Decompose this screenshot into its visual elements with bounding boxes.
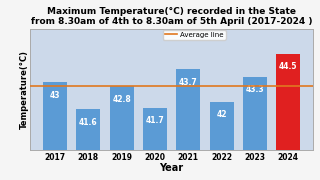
Text: 43: 43 <box>50 91 60 100</box>
Text: 42.8: 42.8 <box>112 95 131 104</box>
Text: 42: 42 <box>216 110 227 119</box>
Bar <box>143 107 167 180</box>
Bar <box>276 54 300 180</box>
Bar <box>110 86 134 180</box>
Bar <box>76 109 100 180</box>
Text: 43.7: 43.7 <box>179 78 198 87</box>
Legend: Average line: Average line <box>163 30 226 40</box>
Bar <box>210 102 234 180</box>
Y-axis label: Temperature(°C): Temperature(°C) <box>20 50 29 129</box>
Bar <box>176 69 200 180</box>
Text: 41.6: 41.6 <box>79 118 98 127</box>
X-axis label: Year: Year <box>160 163 184 173</box>
Text: 41.7: 41.7 <box>146 116 164 125</box>
Text: 44.5: 44.5 <box>279 62 298 71</box>
Bar <box>43 82 67 180</box>
Text: 43.3: 43.3 <box>245 85 264 94</box>
Bar <box>243 77 267 180</box>
Title: Maximum Temperature(°C) recorded in the State
from 8.30am of 4th to 8.30am of 5t: Maximum Temperature(°C) recorded in the … <box>31 7 312 26</box>
